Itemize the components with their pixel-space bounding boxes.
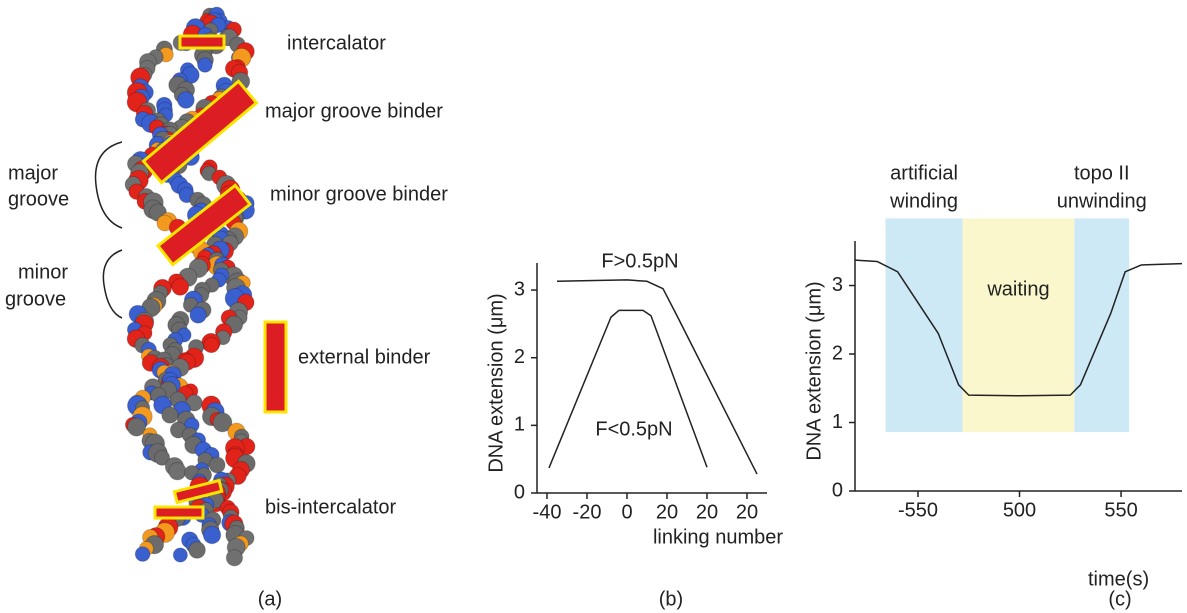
region [1074,218,1130,433]
label: major [8,162,58,184]
x-axis-label: linking number [653,526,783,548]
atom [202,525,222,545]
label: minor groove binder [270,183,448,205]
y-axis-label: DNA extension (μm) [485,293,507,472]
label: minor [18,261,68,283]
region-label: topo II [1074,162,1130,184]
annotation: F>0.5pN [601,250,678,272]
atom [172,547,188,563]
bis-mark [153,505,205,520]
minor-groove-brace [102,249,123,319]
atom [168,462,187,481]
y-tick-label: 1 [832,411,843,433]
x-tick-label: 500 [1003,499,1036,521]
atom [161,406,179,424]
atom [177,91,195,109]
region-label: waiting [986,278,1049,300]
atom [126,417,147,437]
x-tick-label: 20 [736,501,758,523]
major-binder-mark [141,79,259,185]
atom [134,546,151,562]
label: bis-intercalator [265,496,397,518]
line [854,259,1183,397]
y-tick-label: 0 [514,481,525,503]
atom [188,541,206,559]
y-tick-label: 0 [832,479,843,501]
atom [203,336,220,354]
x-tick-label: -40 [533,501,562,523]
external-binder-mark [263,320,288,414]
y-tick-label: 1 [514,414,525,436]
region-label: artificial [890,162,958,184]
x-tick-label: -20 [573,501,602,523]
x-tick-label: 20 [696,501,718,523]
x-tick-label: 550 [1104,499,1137,521]
x-tick-label: -550 [898,499,938,521]
panel-label: (c) [1108,588,1131,610]
label: intercalator [287,32,386,54]
y-tick-label: 3 [832,274,843,296]
y-axis-label: DNA extension (μm) [803,281,825,460]
label: major groove binder [265,100,443,122]
atom [197,57,213,73]
x-tick-label: 0 [621,501,632,523]
panel-label: (b) [659,588,683,610]
annotation: F<0.5pN [595,418,672,440]
region [885,218,963,433]
atom [171,277,190,296]
region [962,218,1075,433]
minor-binder-mark [155,183,253,267]
label: groove [8,188,69,210]
major-groove-brace [94,141,123,229]
intercalator-mark [178,34,226,50]
label: external binder [298,346,431,368]
label: groove [5,288,66,310]
y-tick-label: 2 [832,342,843,364]
bis-mark [172,478,224,505]
atom [154,449,171,466]
panel-label: (a) [258,588,282,610]
binders [141,34,288,520]
region-label: unwinding [1057,190,1147,212]
atom [212,412,233,433]
y-tick-label: 2 [514,346,525,368]
y-tick-label: 3 [514,278,525,300]
atom [208,456,226,474]
atom [189,306,207,324]
x-tick-label: 20 [656,501,678,523]
line [548,309,708,469]
atom [225,549,244,567]
x-axis-label: time(s) [1088,568,1149,590]
region-label: winding [889,190,958,212]
line [556,279,758,475]
